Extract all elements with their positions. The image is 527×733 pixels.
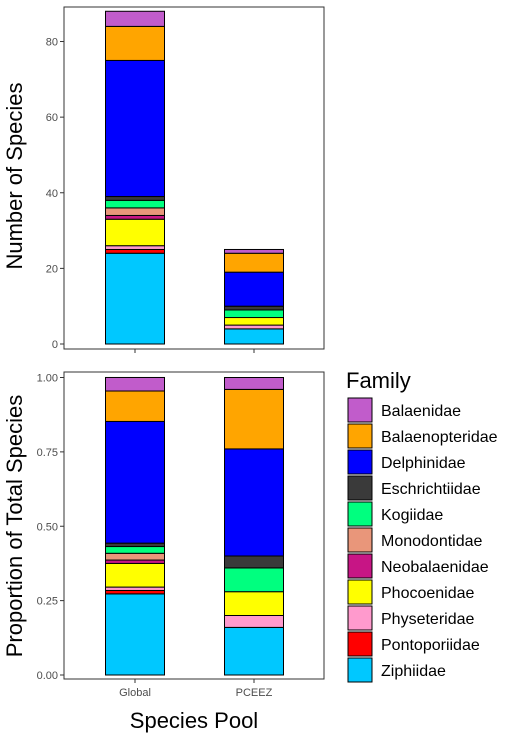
legend-label-delphinidae: Delphinidae	[381, 455, 466, 472]
bar-pceez-physeteridae	[224, 324, 284, 330]
bar-global-eschrichtiidae	[105, 542, 165, 548]
bar-global-kogiidae	[105, 546, 165, 554]
y-tick-label: 80	[46, 37, 58, 49]
bottom-y-axis-title: Proportion of Total Species	[2, 395, 27, 658]
y-tick-label: 0	[52, 339, 58, 351]
legend-title: Family	[346, 368, 411, 393]
top-y-axis-title: Number of Species	[2, 82, 27, 269]
bar-global-delphinidae	[105, 59, 165, 198]
legend-swatch-eschrichtiidae	[347, 475, 373, 501]
bar-global-neobalaenidae	[105, 214, 165, 220]
plot-frame	[63, 6, 325, 350]
legend-label-balaenidae: Balaenidae	[381, 403, 461, 420]
y-tick-label: 20	[46, 263, 58, 275]
plot-background	[64, 372, 324, 679]
bar-global-pontoporiidae	[105, 248, 165, 254]
legend-label-monodontidae: Monodontidae	[381, 533, 483, 550]
bar-global-kogiidae	[105, 199, 165, 209]
legend-label-physeteridae: Physeteridae	[381, 611, 474, 628]
bar-global-balaenopteridae	[105, 25, 165, 61]
bar-global-physeteridae	[105, 245, 165, 250]
bar-global-phocoenidae	[105, 218, 165, 247]
y-tick-label: 60	[46, 112, 58, 124]
bar-global-phocoenidae	[105, 562, 165, 588]
plot-frame	[63, 371, 325, 680]
bar-pceez-balaenidae	[224, 377, 284, 390]
legend-swatch-delphinidae	[347, 449, 373, 475]
legend-label-balaenopteridae: Balaenopteridae	[381, 429, 498, 446]
y-tick-label: 0.75	[37, 447, 58, 459]
bar-global-pontoporiidae	[105, 589, 165, 595]
bar-global-delphinidae	[105, 420, 165, 544]
bar-global-monodontidae	[105, 552, 165, 561]
legend-swatch-phocoenidae	[347, 579, 373, 605]
y-tick-label: 1.00	[37, 373, 58, 385]
bar-global-balaenopteridae	[105, 390, 165, 422]
bar-pceez-ziphiidae	[224, 328, 284, 345]
proportion-panel: 0.00 0.25 0.50 0.75 1.00 Global PCEEZ	[37, 371, 325, 699]
legend-swatch-kogiidae	[347, 501, 373, 527]
bar-pceez-ziphiidae	[224, 626, 284, 676]
bar-global-monodontidae	[105, 207, 165, 216]
bar-pceez-eschrichtiidae	[224, 555, 284, 569]
y-tick-label: 0.00	[37, 670, 58, 682]
legend-label-pontoporiidae: Pontoporiidae	[381, 637, 480, 654]
bar-global-eschrichtiidae	[105, 196, 165, 201]
y-tick-label: 0.50	[37, 521, 58, 533]
bar-global-ziphiidae	[105, 593, 165, 676]
legend-label-kogiidae: Kogiidae	[381, 507, 443, 524]
bar-global-physeteridae	[105, 586, 165, 591]
plot-background	[64, 7, 324, 349]
bar-pceez-kogiidae	[224, 567, 284, 593]
legend-swatch-pontoporiidae	[347, 631, 373, 657]
legend-label-eschrichtiidae: Eschrichtiidae	[381, 481, 481, 498]
legend-swatch-monodontidae	[347, 527, 373, 553]
bar-pceez-balaenopteridae	[224, 388, 284, 450]
bar-pceez-phocoenidae	[224, 317, 284, 326]
bar-pceez-balaenidae	[224, 248, 284, 254]
x-tick-label: PCEEZ	[236, 687, 273, 699]
legend-swatch-balaenopteridae	[347, 423, 373, 449]
y-tick-label: 40	[46, 188, 58, 200]
bar-global-neobalaenidae	[105, 559, 165, 564]
legend-swatch-ziphiidae	[347, 657, 373, 683]
x-axis-title: Species Pool	[130, 708, 258, 733]
legend-label-phocoenidae: Phocoenidae	[381, 585, 475, 602]
y-tick-label: 0.25	[37, 596, 58, 608]
bar-pceez-kogiidae	[224, 309, 284, 319]
bar-pceez-delphinidae	[224, 271, 284, 307]
bar-pceez-delphinidae	[224, 448, 284, 557]
legend: Family Balaenidae Balaenopteridae Delphini…	[346, 368, 498, 683]
bar-pceez-phocoenidae	[224, 591, 284, 617]
bar-global-balaenidae	[105, 376, 165, 392]
legend-swatch-neobalaenidae	[347, 553, 373, 579]
legend-swatch-physeteridae	[347, 605, 373, 631]
bar-global-ziphiidae	[105, 252, 165, 345]
x-tick-label: Global	[119, 687, 151, 699]
bar-pceez-eschrichtiidae	[224, 305, 284, 311]
bar-global-balaenidae	[105, 10, 165, 27]
bar-pceez-physeteridae	[224, 615, 284, 628]
bar-pceez-balaenopteridae	[224, 252, 284, 273]
legend-label-neobalaenidae: Neobalaenidae	[381, 559, 489, 576]
legend-label-ziphiidae: Ziphiidae	[381, 663, 446, 680]
number-of-species-panel: 0 20 40 60 80	[46, 6, 325, 353]
legend-swatch-balaenidae	[347, 397, 373, 423]
